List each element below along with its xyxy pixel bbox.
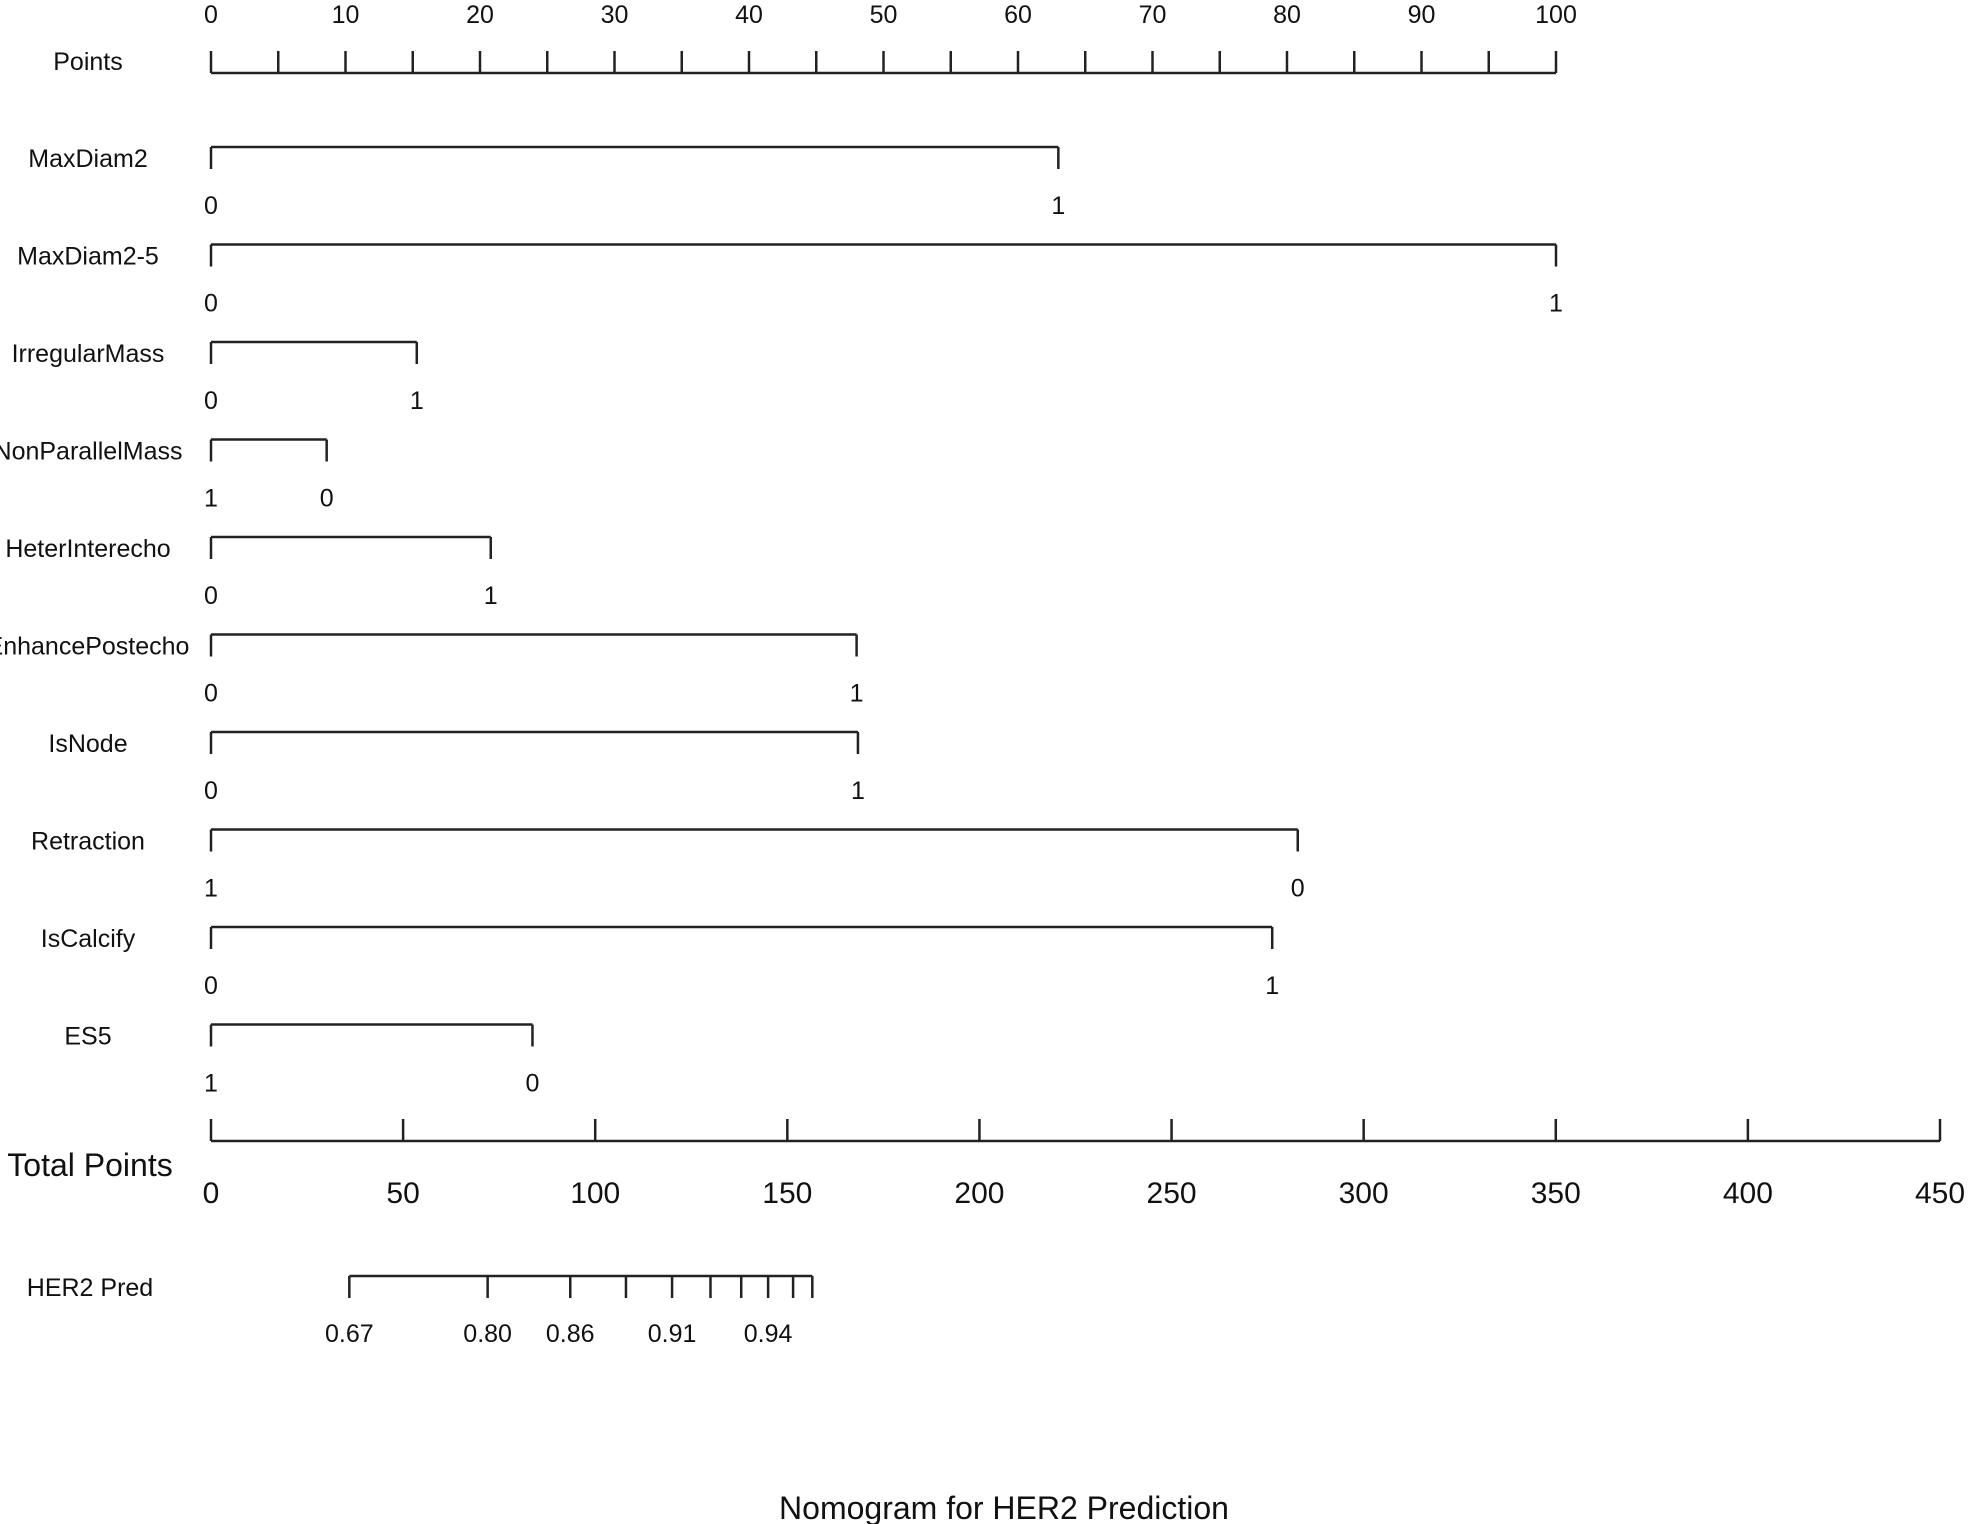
total-points-tick-label: 250	[1147, 1177, 1197, 1210]
her2-pred-tick-label: 0.67	[325, 1320, 374, 1348]
irregularmass-label: IrregularMass	[12, 340, 165, 368]
maxdiam2-5-level-label: 1	[1549, 290, 1563, 318]
iscalcify-label: IsCalcify	[41, 925, 136, 953]
points-axis-tick-label: 10	[332, 1, 360, 29]
total-points-tick-label: 50	[386, 1177, 419, 1210]
isnode-level-label: 1	[851, 777, 865, 805]
iscalcify-level-label: 1	[1265, 972, 1279, 1000]
maxdiam2-label: MaxDiam2	[28, 145, 147, 173]
total-points-tick-label: 100	[570, 1177, 620, 1210]
variable-row-isnode: IsNode 0 1	[48, 730, 865, 805]
points-axis-label: Points	[53, 48, 122, 76]
total-points-tick-label: 450	[1915, 1177, 1965, 1210]
her2-pred-tick-label: 0.94	[744, 1320, 793, 1348]
chart-title: Nomogram for HER2 Prediction	[779, 1490, 1229, 1524]
her2-pred-tick-label: 0.86	[546, 1320, 595, 1348]
points-axis-tick-label: 80	[1273, 1, 1301, 29]
variable-row-es5: ES5 1 0	[64, 1023, 539, 1098]
isnode-level-label: 0	[204, 777, 218, 805]
isnode-label: IsNode	[48, 730, 127, 758]
variable-row-enhancepostecho: EnhancePostecho 0 1	[0, 633, 864, 708]
her2-pred-axis: HER2 Pred 0.67 0.80 0.86 0.91 0.94	[27, 1274, 814, 1348]
points-axis-tick-label: 90	[1408, 1, 1436, 29]
variable-row-maxdiam2-5: MaxDiam2-5 0 1	[17, 243, 1563, 318]
maxdiam2-level-label: 1	[1051, 192, 1065, 220]
irregularmass-level-label: 1	[410, 387, 424, 415]
nonparallelmass-level-label: 1	[204, 485, 218, 513]
variable-row-nonparallelmass: NonParallelMass 1 0	[0, 438, 334, 513]
maxdiam2-level-label: 0	[204, 192, 218, 220]
points-axis-tick-label: 40	[735, 1, 763, 29]
variable-row-maxdiam2: MaxDiam2 0 1	[28, 145, 1065, 220]
retraction-label: Retraction	[31, 828, 145, 856]
variable-row-heterinterecho: HeterInterecho 0 1	[5, 535, 497, 610]
her2-pred-label: HER2 Pred	[27, 1274, 153, 1302]
enhancepostecho-label: EnhancePostecho	[0, 633, 189, 661]
maxdiam2-5-level-label: 0	[204, 290, 218, 318]
heterinterecho-level-label: 1	[484, 582, 498, 610]
enhancepostecho-level-label: 1	[850, 680, 864, 708]
total-points-axis: Total Points 0 50 100 150 200 250 300 350 400 450	[7, 1119, 1965, 1210]
iscalcify-level-label: 0	[204, 972, 218, 1000]
maxdiam2-5-label: MaxDiam2-5	[17, 243, 159, 271]
points-axis-tick-label: 50	[870, 1, 898, 29]
total-points-tick-label: 400	[1723, 1177, 1773, 1210]
nonparallelmass-label: NonParallelMass	[0, 438, 182, 466]
variable-row-irregularmass: IrregularMass 0 1	[12, 340, 424, 415]
enhancepostecho-level-label: 0	[204, 680, 218, 708]
heterinterecho-level-label: 0	[204, 582, 218, 610]
retraction-level-label: 1	[204, 875, 218, 903]
points-axis-tick-label: 100	[1535, 1, 1577, 29]
total-points-tick-label: 300	[1339, 1177, 1389, 1210]
variable-row-iscalcify: IsCalcify 0 1	[41, 925, 1279, 1000]
es5-level-label: 1	[204, 1070, 218, 1098]
nonparallelmass-level-label: 0	[320, 485, 334, 513]
es5-level-label: 0	[526, 1070, 540, 1098]
heterinterecho-label: HeterInterecho	[5, 535, 170, 563]
her2-pred-tick-label: 0.80	[463, 1320, 512, 1348]
points-axis-tick-label: 20	[466, 1, 494, 29]
total-points-tick-label: 200	[954, 1177, 1004, 1210]
retraction-level-label: 0	[1291, 875, 1305, 903]
es5-label: ES5	[64, 1023, 111, 1051]
total-points-tick-label: 350	[1531, 1177, 1581, 1210]
total-points-tick-label: 150	[762, 1177, 812, 1210]
points-axis-tick-label: 60	[1004, 1, 1032, 29]
variable-row-retraction: Retraction 1 0	[31, 828, 1305, 903]
points-axis-tick-label: 70	[1139, 1, 1167, 29]
points-axis: Points 0 10 20 30 40 50 60 70 80 90 100	[53, 1, 1577, 76]
total-points-tick-label: 0	[203, 1177, 220, 1210]
points-axis-tick-label: 30	[601, 1, 629, 29]
irregularmass-level-label: 0	[204, 387, 218, 415]
total-points-label: Total Points	[7, 1147, 172, 1183]
points-axis-tick-label: 0	[204, 1, 218, 29]
her2-pred-tick-label: 0.91	[648, 1320, 697, 1348]
